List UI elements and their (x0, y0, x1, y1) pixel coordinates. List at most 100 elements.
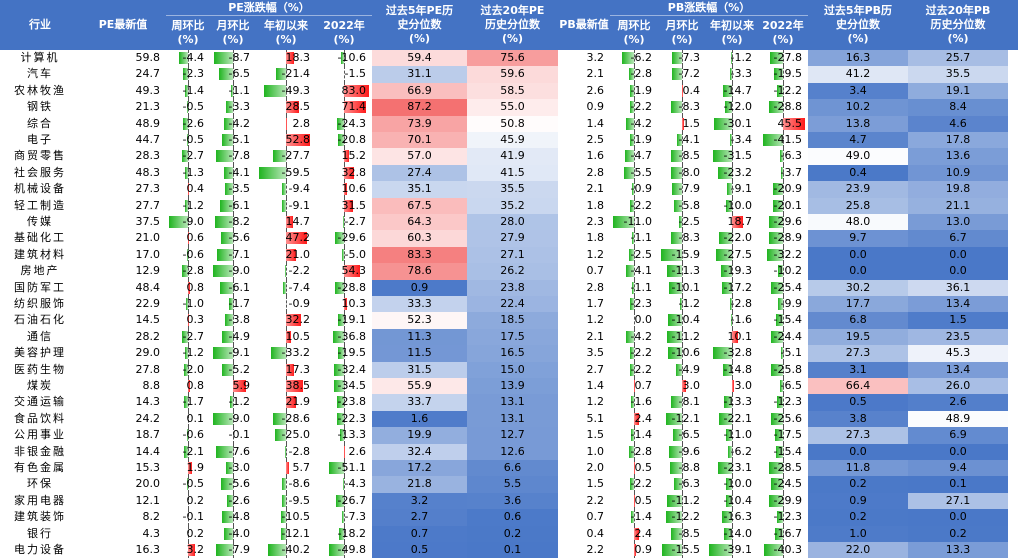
cell-pe_ytd-bar: -7.4 (256, 279, 316, 296)
cell-value: 47.2 (285, 231, 311, 245)
cell-pb_p5-heat: 66.4 (808, 378, 908, 395)
cell-pb_p20-heat: 6.9 (908, 427, 1008, 444)
data-bar (763, 544, 783, 556)
cell-pe_p20-heat: 45.9 (467, 132, 558, 149)
data-bar (678, 216, 682, 228)
cell-pe_mom-bar: -4.1 (210, 164, 256, 182)
cell-pe_p20-heat: 3.6 (467, 492, 558, 510)
bar-axis (682, 197, 683, 214)
bar-axis (732, 164, 733, 182)
data-bar (666, 412, 682, 425)
data-bar (634, 380, 636, 392)
cell-pb_p20-heat: 2.6 (908, 394, 1008, 411)
bar-axis (233, 312, 234, 329)
cell-pb_2022-bar: -19.5 (758, 66, 808, 83)
cell-pb_p5-heat: 41.2 (808, 66, 908, 83)
cell-value: -20.1 (773, 198, 802, 212)
cell-value: -40.2 (281, 543, 310, 556)
cell-pb_mom-bar: -7.3 (658, 50, 706, 67)
cell-pe_ytd-bar: -27.7 (256, 148, 316, 165)
header-pe-2022-line: 2022年 (323, 19, 365, 32)
cell-pe_mom-bar: -1.1 (210, 82, 256, 100)
cell-value: -3.5 (228, 182, 250, 196)
bar-axis (188, 99, 189, 116)
bar-axis (634, 132, 635, 149)
cell-value: -8.3 (678, 231, 700, 245)
cell-value: -2.8 (288, 444, 310, 458)
bar-axis (634, 99, 635, 116)
cell-value: -2.7 (182, 329, 204, 343)
cell-value: -8.1 (678, 395, 700, 409)
cell-pe_ytd-bar: -9.4 (256, 181, 316, 198)
data-bar (770, 363, 783, 376)
cell-pb_mom-bar: -12.2 (658, 509, 706, 526)
cell-pb_p5-heat: 3.4 (808, 82, 908, 100)
cell-pb_p20-heat: 6.7 (908, 230, 1008, 247)
bar-axis (732, 66, 733, 83)
bar-axis (344, 345, 345, 362)
bar-axis (682, 443, 683, 460)
cell-pe_p5-heat: 87.2 (372, 99, 467, 116)
data-bar (768, 494, 783, 507)
bar-axis (682, 525, 683, 542)
bar-axis (732, 460, 733, 477)
cell-pe_p20-heat: 27.9 (467, 230, 558, 247)
cell-value: -10.1 (671, 280, 700, 294)
cell-pb_2022-bar: -12.3 (758, 509, 808, 526)
cell-pe_mom-bar: -0.1 (210, 427, 256, 444)
bar-axis (682, 394, 683, 411)
cell-pe: 16.3 (135, 543, 161, 556)
bar-axis (286, 263, 287, 280)
data-bar (222, 511, 233, 524)
cell-pe: 48.4 (135, 280, 161, 294)
bar-axis (188, 82, 189, 100)
cell-value: -10.5 (281, 510, 310, 524)
bar-axis (286, 279, 287, 296)
data-bar (709, 544, 732, 556)
header-pb-pct20-line: 历史分位数 (930, 18, 986, 31)
data-bar (281, 494, 286, 507)
bar-axis (188, 427, 189, 444)
cell-value: 3.0 (734, 379, 753, 392)
bar-axis (783, 312, 784, 329)
cell-pe_mom-bar: -2.6 (210, 492, 256, 510)
data-bar (274, 429, 286, 442)
bar-axis (188, 66, 189, 83)
data-bar (726, 183, 732, 196)
data-bar (182, 265, 188, 278)
cell-pe_p5-heat: 3.2 (372, 492, 467, 510)
cell-pe_p5-heat: 32.4 (372, 443, 467, 460)
bar-axis (188, 410, 189, 428)
data-bar (630, 396, 634, 409)
cell-value: -19.3 (723, 264, 752, 278)
data-bar (220, 232, 233, 245)
cell-value: -0.9 (288, 297, 310, 310)
header-pb-pct5: 过去5年PB历 史分位数 (%) (808, 0, 908, 50)
bar-axis (188, 197, 189, 214)
cell-pb_p20-heat: 17.8 (908, 132, 1008, 149)
bar-axis (732, 279, 733, 296)
cell-value: -6.2 (730, 444, 752, 458)
data-bar (343, 216, 344, 228)
data-bar (780, 347, 783, 360)
cell-pb_mom-bar: -10.4 (658, 312, 706, 329)
bar-axis (188, 394, 189, 411)
cell-pb_ytd-bar: -14.7 (706, 82, 758, 100)
bar-axis (344, 492, 345, 510)
cell-pe_p5-heat: 2.7 (372, 509, 467, 526)
data-bar (661, 248, 682, 261)
bar-axis (783, 345, 784, 362)
data-bar (342, 248, 344, 261)
cell-pe: 18.7 (135, 428, 161, 442)
cell-value: -19.5 (337, 346, 366, 360)
data-bar (730, 298, 732, 310)
data-bar (178, 52, 188, 64)
cell-value: -3.4 (730, 133, 752, 146)
cell-pb: 1.6 (586, 149, 605, 163)
bar-axis (783, 509, 784, 526)
cell-pb_2022-bar: -5.1 (758, 345, 808, 362)
data-bar (213, 347, 233, 360)
cell-pb_wow-bar: -2.2 (610, 476, 658, 493)
cell-pe: 22.9 (135, 297, 161, 310)
header-pb-wow: 周环比 (%) (610, 16, 658, 50)
